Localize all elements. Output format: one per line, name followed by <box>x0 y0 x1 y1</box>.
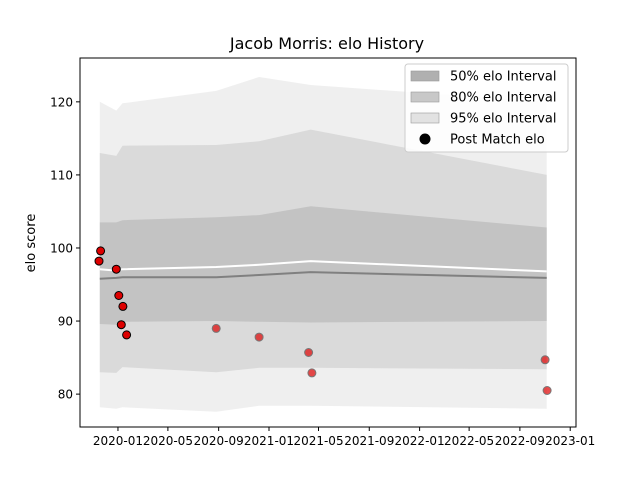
data-point-11 <box>540 355 550 365</box>
data-point-9 <box>304 348 314 357</box>
y-axis-label: elo score <box>24 214 39 273</box>
data-point-12 <box>542 386 552 395</box>
band-50-interval <box>99 206 547 325</box>
legend-swatch-band50 <box>410 70 440 82</box>
data-point-4 <box>116 320 126 330</box>
legend-box <box>404 63 569 153</box>
data-point-7 <box>211 323 221 333</box>
axes: 2020-01 2020-05 2020-09 2021-01 2021-05 2021-… <box>50 57 595 448</box>
x-tick-label-2021-01: 2021-01 <box>244 434 294 448</box>
legend-label-band95: 95% elo Interval <box>450 112 557 127</box>
data-point-2 <box>111 264 121 274</box>
legend-swatch-points <box>419 133 431 145</box>
data-point-8 <box>254 332 264 342</box>
x-tick-label-2021-09: 2021-09 <box>344 434 394 448</box>
x-tick-label-2020-01: 2020-01 <box>93 434 143 448</box>
interval-bands <box>99 77 547 412</box>
legend: 50% elo Interval 80% elo Interval 95% elo … <box>404 63 569 153</box>
legend-label-band80: 80% elo Interval <box>450 91 557 106</box>
x-tick-label-2021-05: 2021-05 <box>293 434 343 448</box>
y-tick-label-110: 110 <box>50 168 73 182</box>
data-point-1 <box>96 246 106 256</box>
x-tick-label-2020-09: 2020-09 <box>194 434 244 448</box>
x-tick-label-2023-01: 2023-01 <box>545 434 595 448</box>
data-point-10 <box>307 368 317 378</box>
data-point-0 <box>94 256 104 266</box>
x-tick-label-2020-05: 2020-05 <box>143 434 193 448</box>
median-line <box>99 271 547 280</box>
chart-title: Jacob Morris: elo History <box>229 34 424 53</box>
plot-frame <box>79 57 577 428</box>
legend-label-points: Post Match elo <box>450 133 545 148</box>
data-point-6 <box>122 330 132 340</box>
legend-label-band50: 50% elo Interval <box>450 70 557 85</box>
legend-swatch-band80 <box>410 91 440 103</box>
legend-swatch-band95 <box>410 112 440 124</box>
x-tick-label-2022-05: 2022-05 <box>444 434 494 448</box>
x-tick-label-2022-09: 2022-09 <box>495 434 545 448</box>
y-tick-label-90: 90 <box>58 315 73 329</box>
x-tick-label-2022-01: 2022-01 <box>395 434 445 448</box>
y-tick-label-100: 100 <box>50 241 73 255</box>
data-point-5 <box>118 301 128 311</box>
data-point-3 <box>114 291 124 300</box>
y-tick-label-120: 120 <box>50 95 73 109</box>
post-match-points <box>94 246 552 395</box>
y-tick-label-80: 80 <box>58 388 73 402</box>
